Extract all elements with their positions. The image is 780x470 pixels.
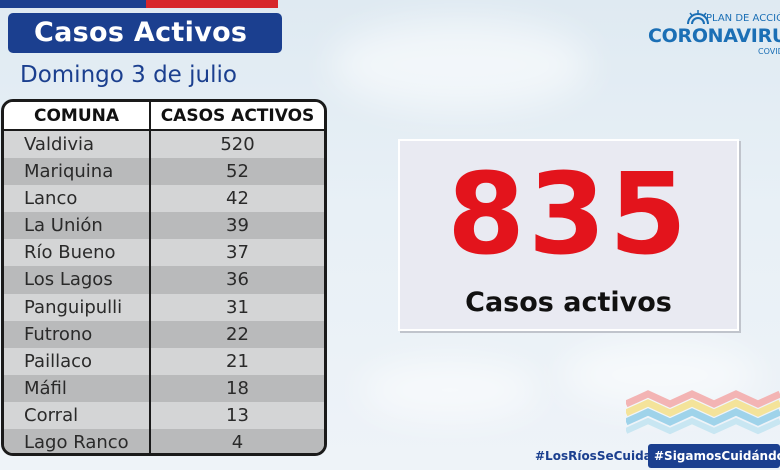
hashtag-los-rios: #LosRíosSeCuida [535, 449, 652, 463]
casos-cell: 22 [226, 323, 249, 345]
comuna-cell: Corral [4, 401, 151, 430]
casos-cell: 18 [226, 377, 249, 399]
background-cloud [330, 20, 590, 110]
total-cases-number: 835 [447, 150, 690, 280]
flag-stripe [0, 0, 278, 8]
comuna-cell: Paillaco [4, 347, 151, 375]
cases-table: COMUNA CASOS ACTIVOS Valdivia 520 Mariqui… [1, 99, 327, 456]
comuna-cell: La Unión [4, 212, 151, 240]
casos-cell: 520 [220, 134, 255, 155]
decorative-waves-icon [626, 390, 780, 435]
table-row: Corral 13 [4, 401, 324, 430]
table-row: Paillaco 21 [4, 347, 324, 375]
casos-cell: 36 [226, 269, 249, 291]
comuna-cell: Lago Ranco [4, 429, 151, 453]
casos-cell: 4 [231, 432, 244, 454]
flag-stripe-blue [0, 0, 146, 8]
coronavirus-plan-logo: PLAN DE ACCIÓ CORONAVIRU COVID [646, 6, 780, 56]
comuna-cell: Los Lagos [4, 266, 151, 294]
total-cases-label: Casos activos [465, 287, 672, 318]
table-row: Río Bueno 37 [4, 239, 324, 267]
table-row: Panguipulli 31 [4, 293, 324, 321]
column-header-casos-activos: CASOS ACTIVOS [160, 106, 315, 126]
table-body: Valdivia 520 Mariquina 52 Lanco 42 La Unión… [4, 131, 324, 454]
casos-cell: 39 [226, 215, 249, 237]
casos-cell: 37 [226, 242, 249, 264]
casos-cell: 52 [226, 161, 249, 183]
table-row: Máfil 18 [4, 374, 324, 402]
table-row: Futrono 22 [4, 320, 324, 348]
logo-plan-text: PLAN DE ACCIÓ [706, 13, 780, 24]
comuna-cell: Lanco [4, 185, 151, 213]
comuna-cell: Valdivia [4, 131, 151, 159]
logo-sub-text: COVID [758, 47, 780, 56]
hashtag-sigamos: #SigamosCuidándono [648, 444, 780, 468]
background-cloud [360, 360, 540, 420]
comuna-cell: Máfil [4, 374, 151, 402]
flag-stripe-red [146, 0, 278, 8]
logo-main-text: CORONAVIRU [648, 25, 780, 47]
date-label: Domingo 3 de julio [20, 62, 237, 88]
comuna-cell: Río Bueno [4, 239, 151, 267]
comuna-cell: Panguipulli [4, 293, 151, 321]
table-row: Mariquina 52 [4, 158, 324, 186]
table-header: COMUNA CASOS ACTIVOS [4, 102, 324, 131]
table-row: Valdivia 520 [4, 131, 324, 159]
sun-emblem-icon [687, 10, 709, 25]
total-cases-panel: 835 Casos activos [398, 139, 739, 331]
table-row: Lago Ranco 4 [4, 429, 324, 454]
column-header-comuna: COMUNA [4, 102, 151, 129]
casos-cell: 21 [226, 350, 249, 372]
comuna-cell: Mariquina [4, 158, 151, 186]
table-row: Los Lagos 36 [4, 266, 324, 294]
table-row: Lanco 42 [4, 185, 324, 213]
table-row: La Unión 39 [4, 212, 324, 240]
casos-cell: 42 [226, 188, 249, 210]
casos-cell: 31 [226, 296, 249, 318]
comuna-cell: Futrono [4, 320, 151, 348]
page-title: Casos Activos [8, 13, 282, 53]
casos-cell: 13 [226, 404, 249, 426]
